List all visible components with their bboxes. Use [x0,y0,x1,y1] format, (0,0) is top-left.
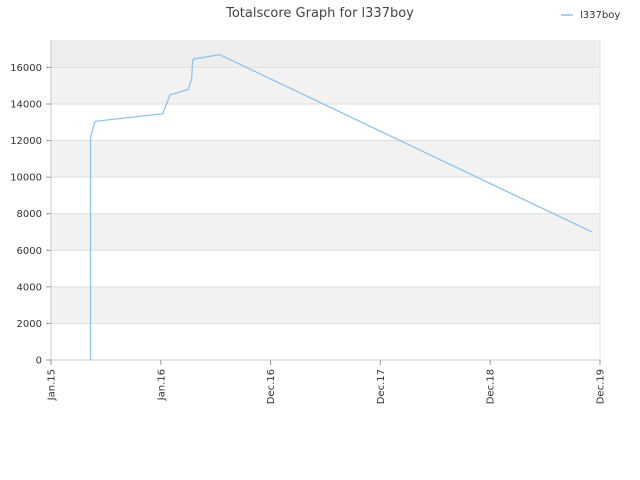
y-tick-label: 6000 [17,246,42,257]
x-tick-label: Dec.17 [376,369,387,404]
y-tick-label: 4000 [17,282,42,293]
chart-title: Totalscore Graph for l337boy [225,6,414,21]
y-tick-label: 0 [36,356,42,367]
y-tick-label: 12000 [10,136,42,147]
y-axis-ticks: 0 2000 4000 6000 8000 10000 12000 14000 16000 [10,63,51,367]
background-band [51,177,600,214]
y-tick-label: 14000 [10,100,42,111]
background-band [51,67,600,104]
background-band [51,323,600,360]
grid-lines [50,40,601,361]
x-tick-label: Jan.15 [47,369,58,401]
y-tick-label: 2000 [17,319,42,330]
y-tick-label: 16000 [10,63,42,74]
plot-background [51,40,600,360]
background-band [51,286,600,324]
x-axis-ticks: Jan.15 Jan.16 Dec.16 Dec.17 Dec.18 Dec.19 [47,360,607,404]
x-tick-label: Jan.16 [156,369,167,401]
x-tick-label: Dec.19 [596,369,607,404]
background-band [51,213,600,251]
legend-entry: l337boy [580,10,620,21]
series-lines [89,53,593,360]
legend: l337boy [561,10,620,21]
x-tick-label: Dec.16 [266,369,277,404]
background-band [51,104,600,141]
background-band [51,250,600,287]
y-tick-label: 8000 [17,209,42,220]
background-band [51,40,600,68]
x-tick-label: Dec.18 [486,369,497,404]
y-tick-label: 10000 [10,173,42,184]
background-band [51,140,600,178]
series-line-l337boy [89,53,593,360]
